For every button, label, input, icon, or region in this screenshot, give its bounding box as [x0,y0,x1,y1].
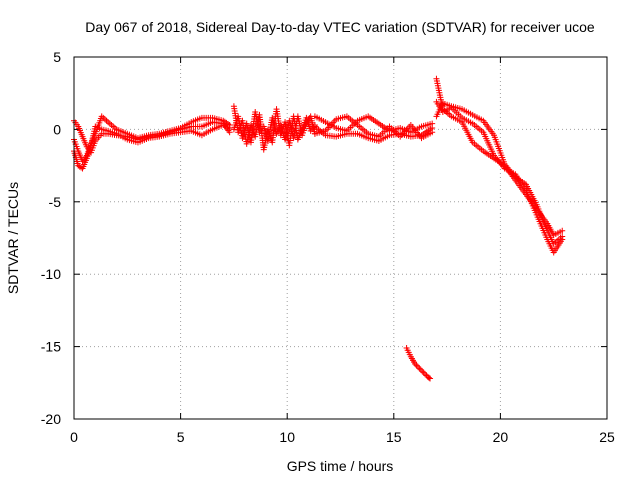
data-point [420,369,427,376]
y-tick-label: -15 [41,339,61,355]
x-tick-label: 25 [599,429,615,445]
data-point [226,124,233,131]
data-point [425,374,432,381]
data-point [422,371,429,378]
data-point [412,360,419,367]
y-tick-label: 5 [53,49,61,65]
data-point [416,365,423,372]
series-trace-h [311,123,436,144]
chart-title: Day 067 of 2018, Sidereal Day-to-day VTE… [85,19,595,35]
y-tick-label: -5 [49,194,62,210]
series-trace-j [433,98,566,256]
x-axis-label: GPS time / hours [287,458,394,474]
data-point [413,362,420,369]
data-point [559,227,566,234]
series-trace-c [71,122,233,165]
grid-lines [74,57,607,419]
x-tick-label: 5 [177,429,185,445]
data-point [559,233,566,240]
y-tick-label: -20 [41,411,61,427]
y-tick-label: -10 [41,266,61,282]
data-point [427,375,434,382]
tick-labels: 0 5 10 15 20 25 5 0 -5 -10 -15 -20 [41,49,615,445]
x-tick-label: 15 [386,429,402,445]
data-point [417,366,424,373]
x-tick-label: 10 [279,429,295,445]
x-tick-label: 20 [493,429,509,445]
plot-frame [73,56,608,420]
data-point [429,124,436,131]
data-point [419,368,426,375]
x-tick-label: 0 [70,429,78,445]
data-points [71,75,566,382]
y-tick-label: 0 [53,121,61,137]
y-axis-label: SDTVAR / TECUs [5,182,21,294]
data-point [414,363,421,370]
series-trace-k [433,100,566,247]
series-trace-l [403,345,434,382]
